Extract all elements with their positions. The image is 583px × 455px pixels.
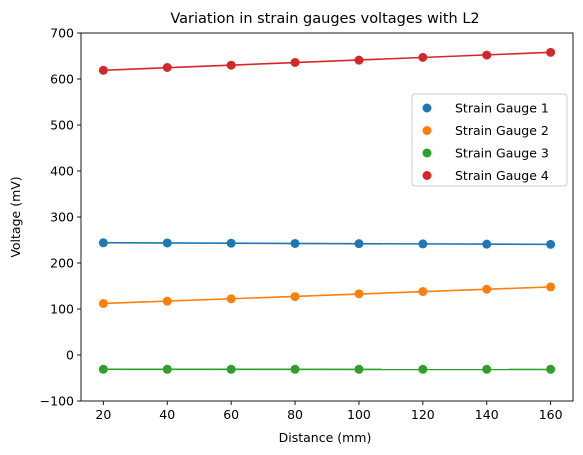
x-tick-label: 160 bbox=[539, 407, 563, 422]
data-point-series-4 bbox=[226, 60, 236, 70]
y-tick-label: 300 bbox=[50, 210, 74, 225]
y-tick-label: 600 bbox=[50, 72, 74, 87]
data-point-series-4 bbox=[162, 63, 172, 72]
x-tick-label: 80 bbox=[287, 407, 303, 422]
legend-marker bbox=[422, 103, 432, 113]
x-axis-ticks: 20 40 60 80 100 120 140 160 bbox=[95, 401, 563, 422]
data-point-series-3 bbox=[546, 364, 556, 374]
x-tick-label: 100 bbox=[347, 407, 371, 422]
y-tick-label: 100 bbox=[50, 302, 74, 317]
data-point-series-2 bbox=[482, 284, 492, 294]
data-point-series-2 bbox=[98, 298, 108, 308]
data-point-series-2 bbox=[290, 292, 300, 302]
data-point-series-2 bbox=[354, 289, 364, 299]
x-tick-label: 140 bbox=[475, 407, 499, 422]
data-point-series-3 bbox=[162, 364, 172, 374]
fit-line-series-4 bbox=[103, 51, 551, 72]
data-point-series-4 bbox=[290, 57, 300, 67]
data-point-series-3 bbox=[290, 364, 300, 374]
x-tick-label: 40 bbox=[159, 407, 175, 422]
x-axis-label: Distance (mm) bbox=[279, 430, 372, 445]
legend-marker bbox=[422, 126, 432, 135]
legend-marker bbox=[422, 171, 432, 180]
data-point-series-2 bbox=[226, 294, 236, 304]
data-point-series-1 bbox=[162, 238, 172, 248]
data-point-series-1 bbox=[226, 238, 236, 248]
x-tick-label: 60 bbox=[223, 407, 239, 422]
data-point-series-2 bbox=[162, 296, 172, 306]
legend-marker bbox=[422, 148, 432, 158]
x-tick-label: 20 bbox=[95, 407, 111, 422]
data-point-series-1 bbox=[546, 239, 556, 249]
y-tick-label: 400 bbox=[50, 164, 74, 179]
legend-box bbox=[411, 93, 568, 187]
data-point-series-1 bbox=[98, 238, 108, 248]
data-point-series-1 bbox=[354, 239, 364, 249]
y-tick-label: 200 bbox=[50, 256, 74, 271]
data-point-series-3 bbox=[98, 364, 108, 374]
x-tick-label: 120 bbox=[411, 407, 435, 422]
data-point-series-1 bbox=[418, 239, 428, 249]
y-tick-label: −100 bbox=[40, 394, 74, 409]
legend: Strain Gauge 1 Strain Gauge 2 Strain Gauge… bbox=[411, 93, 568, 187]
fit-line-series-2 bbox=[103, 286, 551, 305]
data-point-series-4 bbox=[418, 52, 428, 62]
y-axis-label: Voltage (mV) bbox=[8, 176, 23, 257]
data-point-series-2 bbox=[546, 282, 556, 292]
legend-label: Strain Gauge 1 bbox=[455, 101, 549, 116]
data-point-series-4 bbox=[546, 47, 556, 57]
data-point-series-1 bbox=[482, 239, 492, 249]
data-point-series-2 bbox=[418, 287, 428, 297]
legend-label: Strain Gauge 3 bbox=[455, 146, 549, 161]
data-point-series-4 bbox=[98, 65, 108, 75]
data-point-series-3 bbox=[226, 364, 236, 374]
y-tick-label: 700 bbox=[50, 26, 74, 41]
data-point-series-3 bbox=[418, 364, 428, 374]
plot-area bbox=[80, 32, 574, 402]
legend-label: Strain Gauge 2 bbox=[455, 123, 549, 138]
data-point-series-4 bbox=[482, 50, 492, 60]
data-point-series-1 bbox=[290, 238, 300, 248]
plot-frame bbox=[80, 32, 574, 402]
y-tick-label: 500 bbox=[50, 118, 74, 133]
y-tick-label: 0 bbox=[66, 348, 74, 363]
data-point-series-3 bbox=[354, 364, 364, 374]
data-point-series-4 bbox=[354, 55, 364, 65]
chart-title: Variation in strain gauges voltages with… bbox=[170, 11, 479, 27]
fit-line-series-1 bbox=[103, 241, 551, 246]
data-point-series-3 bbox=[482, 364, 492, 374]
y-axis-ticks: −100 0 100 200 300 400 500 600 700 bbox=[40, 26, 81, 409]
legend-label: Strain Gauge 4 bbox=[455, 168, 549, 183]
